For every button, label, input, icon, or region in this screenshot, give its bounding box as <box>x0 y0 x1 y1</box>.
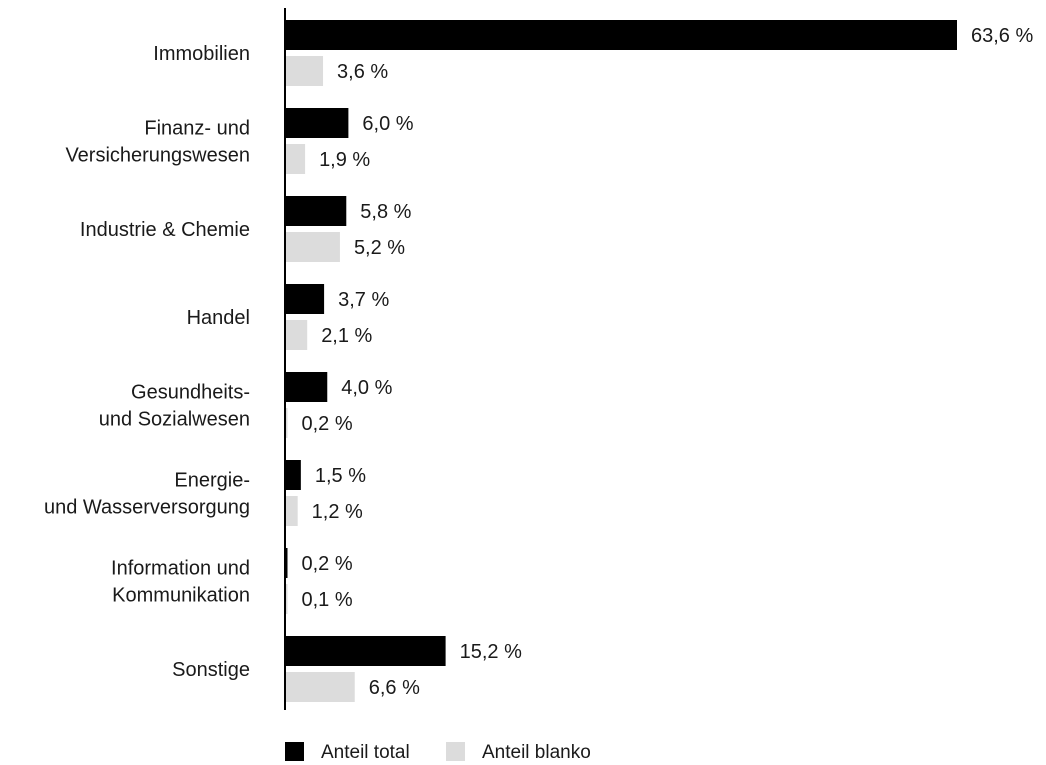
value-label: 1,2 % <box>312 501 363 523</box>
value-label: 0,2 % <box>302 413 353 435</box>
category-group: 0,2 % 0,1 % Information und Kommunikation <box>111 548 353 614</box>
bar-blanko <box>285 56 324 86</box>
category-label-line: Sonstige <box>172 659 250 681</box>
bar-blanko <box>285 232 340 262</box>
category-label-line: Versicherungswesen <box>65 145 250 167</box>
category-group: 15,2 % 6,6 % Sonstige <box>172 636 522 702</box>
category-label-line: Industrie & Chemie <box>80 219 250 241</box>
category-label-line: Finanz- und <box>144 118 250 140</box>
category-label-line: Handel <box>187 307 250 329</box>
value-label: 6,6 % <box>369 677 420 699</box>
category-label-line: Information und <box>111 558 250 580</box>
bar-total <box>285 108 349 138</box>
value-label: 5,2 % <box>354 237 405 259</box>
category-label: Information und Kommunikation <box>111 558 250 607</box>
category-label-line: und Sozialwesen <box>99 409 250 431</box>
bar-blanko <box>285 496 298 526</box>
value-label: 5,8 % <box>360 201 411 223</box>
bar-blanko <box>285 144 306 174</box>
category-label: Gesundheits-und Sozialwesen <box>99 382 250 431</box>
category-label: Energie-und Wasserversorgung <box>44 470 250 519</box>
bar-total <box>285 548 288 578</box>
category-label: Sonstige <box>172 659 250 681</box>
category-group: 5,8 % 5,2 % Industrie & Chemie <box>80 196 412 262</box>
bars-layer: 63,6 % 3,6 % Immobilien 6,0 % 1,9 % Finanz- u… <box>44 20 1033 702</box>
category-label-line: Kommunikation <box>112 585 250 607</box>
value-label: 15,2 % <box>460 641 522 663</box>
category-label: Finanz- und Versicherungswesen <box>65 118 250 167</box>
bar-total <box>285 20 957 50</box>
value-label: 0,1 % <box>302 589 353 611</box>
legend: Anteil total Anteil blanko <box>285 742 591 763</box>
category-group: 3,7 % 2,1 % Handel <box>187 284 389 350</box>
value-label: 4,0 % <box>341 377 392 399</box>
value-label: 3,6 % <box>337 61 388 83</box>
category-label: Immobilien <box>153 43 250 65</box>
bar-total <box>285 196 347 226</box>
legend-label: Anteil total <box>321 742 410 763</box>
category-label-line: Gesundheits- <box>131 382 250 404</box>
category-label: Industrie & Chemie <box>80 219 250 241</box>
category-label-line: und Wasserversorgung <box>44 497 250 519</box>
bar-blanko <box>285 408 288 438</box>
bar-blanko <box>285 672 355 702</box>
legend-swatch <box>285 742 304 761</box>
value-label: 0,2 % <box>302 553 353 575</box>
legend-label: Anteil blanko <box>482 742 591 763</box>
value-label: 2,1 % <box>321 325 372 347</box>
category-label: Handel <box>187 307 250 329</box>
value-label: 63,6 % <box>971 25 1033 47</box>
value-label: 1,9 % <box>319 149 370 171</box>
category-label-line: Immobilien <box>153 43 250 65</box>
bar-total <box>285 372 328 402</box>
value-label: 3,7 % <box>338 289 389 311</box>
legend-swatch <box>446 742 465 761</box>
bar-total <box>285 460 301 490</box>
bar-total <box>285 284 325 314</box>
category-group: 4,0 % 0,2 % Gesundheits-und Sozialwesen <box>99 372 393 438</box>
bar-blanko <box>285 320 308 350</box>
category-label-line: Energie- <box>174 470 250 492</box>
value-label: 1,5 % <box>315 465 366 487</box>
value-label: 6,0 % <box>362 113 413 135</box>
category-group: 6,0 % 1,9 % Finanz- und Versicherungswesen <box>65 108 414 174</box>
category-group: 63,6 % 3,6 % Immobilien <box>153 20 1033 86</box>
bar-blanko <box>285 584 288 614</box>
category-group: 1,5 % 1,2 % Energie-und Wasserversorgung <box>44 460 366 526</box>
bar-total <box>285 636 446 666</box>
